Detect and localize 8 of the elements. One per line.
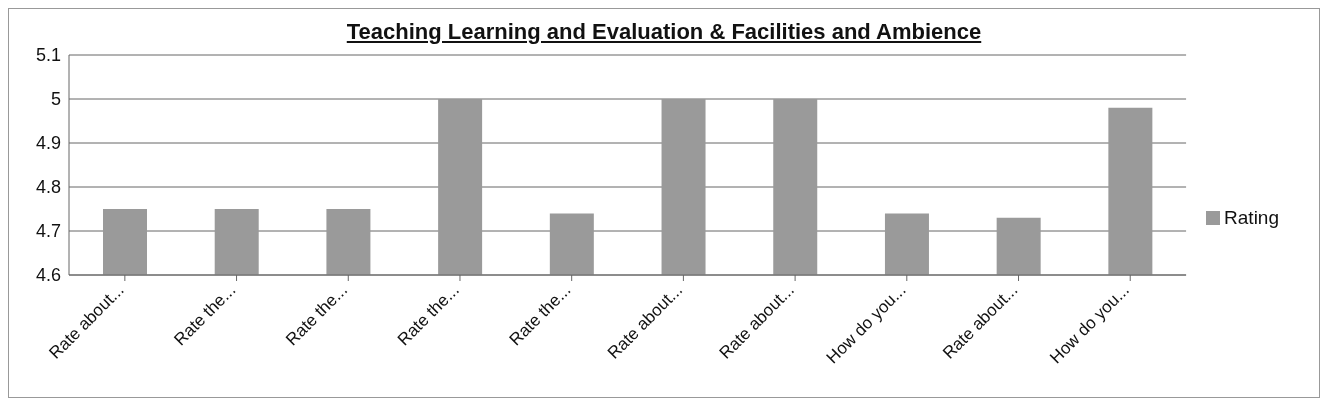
y-tick-label: 5.1 bbox=[35, 45, 61, 66]
y-tick-label: 5 bbox=[50, 89, 61, 110]
y-tick-label: 4.7 bbox=[35, 221, 61, 242]
y-tick-label: 4.6 bbox=[35, 265, 61, 286]
y-tick-label: 4.8 bbox=[35, 177, 61, 198]
legend-label: Rating bbox=[1224, 206, 1279, 228]
y-tick-label: 4.9 bbox=[35, 133, 61, 154]
chart-title: Teaching Learning and Evaluation & Facilities and Ambience bbox=[345, 19, 983, 45]
